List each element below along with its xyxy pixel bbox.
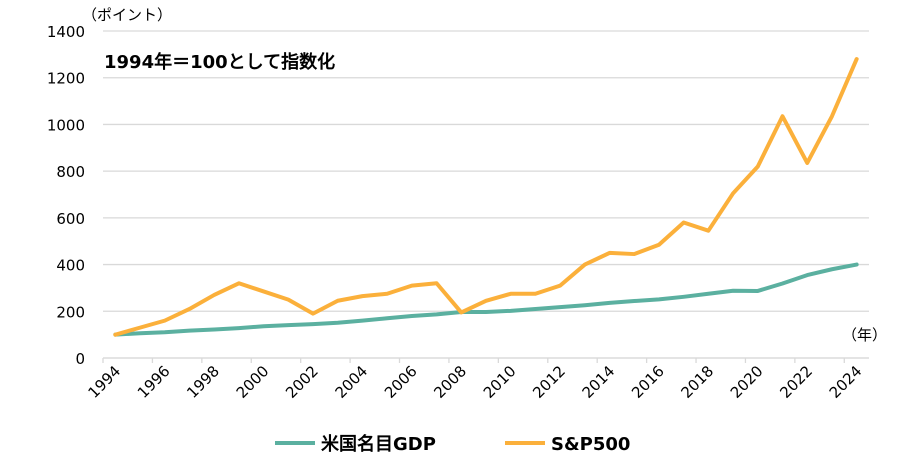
x-tick-label: 2000 (233, 362, 273, 402)
x-tick-label: 2008 (430, 362, 470, 402)
x-tick-label: 2010 (480, 362, 520, 402)
legend-label: S&P500 (551, 434, 630, 455)
gridlines (103, 31, 869, 358)
x-tick-label: 2014 (579, 362, 619, 402)
x-tick-label: 2004 (332, 362, 372, 402)
x-tick-label: 2002 (282, 362, 322, 402)
y-tick-label: 200 (56, 303, 85, 321)
y-tick-label: 0 (75, 350, 85, 368)
y-tick-label: 800 (56, 163, 85, 181)
x-tick-label: 1998 (183, 362, 223, 402)
y-unit-label: （ポイント） (82, 6, 172, 24)
x-tick-label: 2016 (628, 362, 668, 402)
x-axis-label: （年） (842, 326, 887, 344)
x-tick-label: 1996 (134, 362, 174, 402)
y-tick-label: 400 (56, 257, 85, 275)
series-line-1 (115, 59, 856, 335)
x-tick-label: 2018 (677, 362, 717, 402)
y-tick-label: 1400 (47, 23, 85, 41)
legend-label: 米国名目GDP (321, 433, 436, 455)
x-tick-label: 2006 (381, 362, 421, 402)
legend: 米国名目GDP S&P500 (275, 433, 630, 455)
y-axis-ticks: 0 200 400 600 800 1000 1200 1400 (47, 23, 85, 368)
y-tick-label: 1200 (47, 70, 85, 88)
series-lines (115, 59, 856, 335)
annotation: 1994年＝100として指数化 (104, 51, 335, 73)
x-tick-label: 2022 (776, 362, 816, 402)
x-tick-label: 2024 (826, 362, 866, 402)
x-tick-label: 2012 (529, 362, 569, 402)
x-tick-label: 1994 (84, 362, 124, 402)
x-tick-label: 2020 (727, 362, 767, 402)
y-tick-label: 600 (56, 210, 85, 228)
y-tick-label: 1000 (47, 116, 85, 134)
